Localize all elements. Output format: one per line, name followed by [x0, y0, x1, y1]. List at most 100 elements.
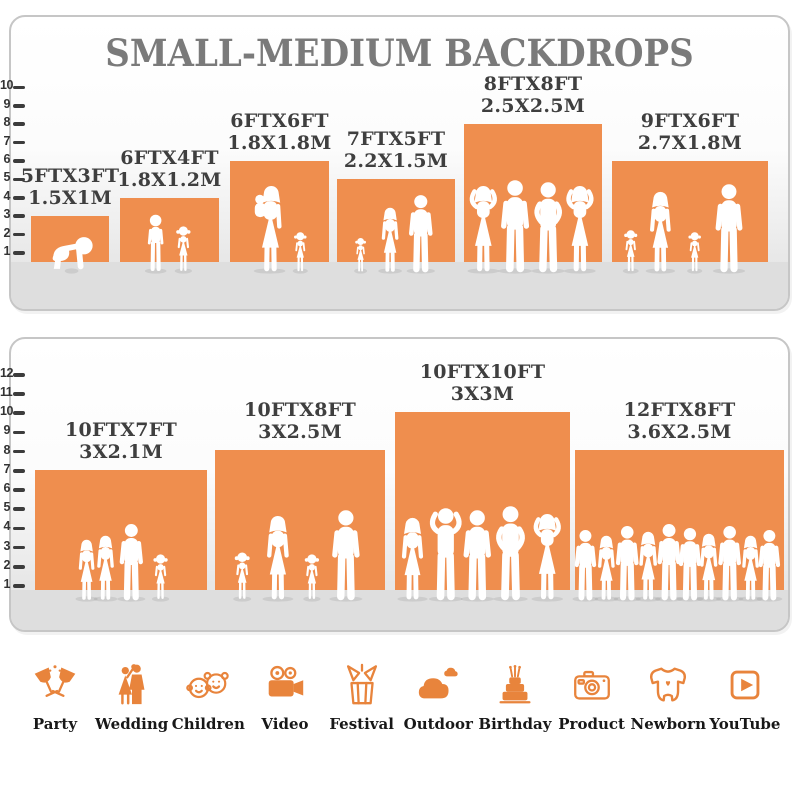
category-label: Wedding	[95, 715, 169, 733]
ruler-tick	[12, 251, 25, 255]
ruler-tick	[12, 232, 25, 237]
backdrop-bar-9ftx6ft	[612, 161, 768, 262]
people-silhouettes	[397, 412, 564, 602]
woman-silhouette	[641, 532, 655, 598]
ruler-tick	[12, 373, 25, 377]
category-wedding: Wedding	[95, 662, 169, 733]
size-m: 3X2.1M	[79, 440, 163, 463]
ruler-number: 12	[0, 365, 13, 380]
category-newborn: Newborn	[631, 662, 706, 733]
ruler-number: 8	[3, 442, 11, 457]
ruler-tick	[12, 392, 25, 396]
bar-size-label: 10FTX8FT 3X2.5M	[205, 399, 395, 443]
woman-silhouette	[381, 205, 399, 272]
size-m: 1.8X1.8M	[227, 131, 332, 154]
outdoor-icon	[415, 662, 461, 708]
ruler-tick	[12, 122, 25, 126]
category-outdoor: Outdoor	[401, 662, 475, 733]
ruler-number: 8	[3, 115, 11, 130]
ruler-tick	[12, 177, 25, 182]
woman-silhouette	[96, 533, 115, 600]
category-label: Product	[558, 715, 625, 733]
bar-size-label: 9FTX6FT 2.7X1.8M	[595, 110, 785, 154]
man-silhouette	[721, 526, 739, 597]
man-silhouette	[466, 510, 488, 596]
size-m: 2.7X1.8M	[637, 131, 743, 154]
birthday-icon	[492, 662, 538, 708]
product-icon	[569, 662, 615, 708]
woman-silhouette	[404, 518, 421, 597]
people-silhouettes	[467, 124, 596, 274]
size-ft: 10FTX7FT	[64, 419, 178, 441]
man-hands-on-hips-silhouette	[537, 182, 559, 268]
category-video: Video	[248, 662, 322, 733]
ruler-tick	[12, 411, 25, 415]
people-silhouettes	[622, 161, 746, 274]
ruler-number: 1	[3, 577, 11, 591]
backdrop-bar-10ftx7ft	[35, 470, 207, 590]
category-label: Children	[171, 715, 245, 733]
category-festival: Festival	[325, 662, 399, 733]
people-silhouettes	[144, 198, 192, 274]
ruler-number: 10	[0, 78, 13, 93]
wedding-icon	[109, 662, 155, 708]
woman-arms-up-silhouette	[472, 186, 495, 269]
ruler-number: 11	[0, 385, 13, 399]
ruler-number: 7	[3, 133, 11, 148]
ruler-tick	[12, 526, 25, 531]
ruler-number: 1	[3, 244, 11, 258]
girl-silhouette	[233, 551, 251, 599]
category-label: Festival	[329, 715, 394, 733]
woman-silhouette	[741, 533, 760, 600]
category-label: Birthday	[478, 715, 552, 733]
man-silhouette	[122, 524, 141, 597]
page-title: SMALL-MEDIUM BACKDROPS	[105, 31, 694, 75]
man-arms-up-silhouette	[432, 508, 459, 596]
category-label: YouTube	[709, 715, 781, 733]
boy-silhouette	[149, 215, 162, 269]
size-m: 3X2.5M	[258, 420, 342, 443]
girl-silhouette	[175, 225, 192, 271]
category-birthday: Birthday	[478, 662, 552, 733]
ruler-tick	[12, 449, 25, 454]
category-children: Children	[171, 662, 245, 733]
bar-size-label: 6FTX6FT 1.8X1.8M	[185, 110, 375, 154]
children-icon	[185, 662, 231, 708]
youtube-icon	[722, 662, 768, 708]
size-ft: 8FTX8FT	[483, 73, 583, 95]
size-ft: 9FTX6FT	[640, 110, 740, 132]
people-silhouettes	[572, 450, 783, 602]
woman-silhouette	[652, 192, 669, 269]
ruler-number: 6	[3, 481, 11, 495]
size-m: 3X3M	[450, 382, 515, 405]
crawling-baby-silhouette	[53, 237, 93, 269]
category-youtube: YouTube	[708, 662, 782, 733]
video-icon	[262, 662, 308, 708]
ruler-number: 10	[0, 404, 13, 419]
ruler-number: 2	[3, 557, 11, 572]
ruler-tick	[12, 85, 25, 90]
festival-icon	[339, 662, 385, 708]
ruler-tick	[12, 104, 25, 108]
category-label: Video	[261, 715, 309, 733]
ruler-tick	[12, 565, 25, 569]
man-silhouette	[504, 180, 527, 268]
bar-size-label: 5FTX3FT 1.5X1M	[11, 165, 165, 209]
category-row: Party Wedding Children Video Festival Outdoor…	[18, 662, 782, 733]
ruler-tick	[12, 545, 25, 550]
ruler-tick	[12, 214, 25, 218]
bar-size-label: 7FTX5FT 2.2X1.5M	[301, 128, 491, 172]
newborn-icon	[645, 662, 691, 708]
size-m: 1.5X1M	[28, 186, 112, 209]
backdrop-bar-7ftx5ft	[337, 179, 455, 262]
man-silhouette	[761, 530, 778, 598]
size-ft: 6FTX6FT	[230, 110, 329, 132]
woman-silhouette	[597, 533, 615, 600]
size-ft: 6FTX4FT	[120, 147, 219, 169]
size-m: 2.2X1.5M	[343, 149, 449, 172]
bar-size-label: 6FTX4FT 1.8X1.2M	[75, 147, 265, 191]
size-ft: 10FTX10FT	[419, 361, 546, 383]
ruler-tick	[12, 430, 25, 435]
ruler-number: 9	[3, 423, 11, 438]
